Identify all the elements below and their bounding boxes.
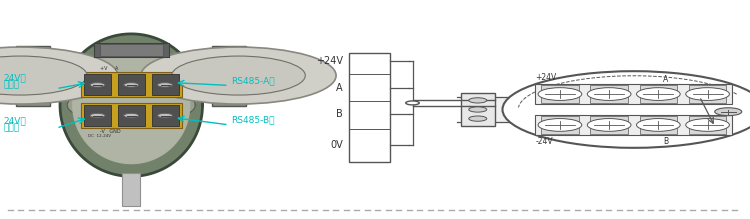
- Circle shape: [124, 113, 139, 118]
- Circle shape: [538, 88, 582, 101]
- Text: -V   GND: -V GND: [100, 129, 120, 134]
- Text: +24V: +24V: [536, 73, 556, 82]
- Circle shape: [686, 118, 730, 131]
- Text: 24V电: 24V电: [4, 73, 26, 82]
- Text: B: B: [663, 137, 668, 146]
- Circle shape: [538, 118, 582, 131]
- Circle shape: [90, 83, 105, 87]
- Bar: [94, 43, 169, 57]
- Circle shape: [469, 107, 487, 112]
- Bar: [461, 93, 495, 126]
- Bar: [688, 85, 726, 103]
- Bar: [536, 115, 732, 135]
- Polygon shape: [68, 87, 195, 124]
- Bar: [118, 74, 145, 95]
- Bar: [84, 74, 111, 95]
- Circle shape: [469, 98, 487, 103]
- Text: A: A: [663, 75, 668, 84]
- Bar: [640, 85, 677, 103]
- Circle shape: [0, 47, 118, 104]
- Circle shape: [90, 113, 105, 118]
- Text: DC  12-24V: DC 12-24V: [88, 134, 112, 138]
- Polygon shape: [73, 47, 190, 164]
- Text: -24V: -24V: [536, 137, 553, 146]
- Bar: [152, 74, 178, 95]
- Text: +V     A: +V A: [100, 66, 118, 71]
- Bar: [542, 85, 579, 103]
- Text: B: B: [336, 109, 343, 119]
- Bar: [590, 85, 628, 103]
- Bar: [688, 116, 726, 134]
- Bar: [81, 72, 182, 97]
- Text: A: A: [336, 83, 343, 93]
- Circle shape: [406, 101, 419, 105]
- Text: 24V电: 24V电: [4, 116, 26, 125]
- Text: 0V: 0V: [330, 140, 343, 150]
- Bar: [122, 173, 140, 206]
- Circle shape: [124, 83, 139, 87]
- Bar: [542, 116, 579, 134]
- Circle shape: [172, 56, 305, 95]
- Bar: [590, 116, 628, 134]
- Text: 源正极: 源正极: [4, 81, 20, 90]
- Text: 源负极: 源负极: [4, 124, 20, 132]
- Circle shape: [686, 88, 730, 101]
- Circle shape: [503, 71, 750, 148]
- Circle shape: [141, 47, 336, 104]
- Bar: [536, 84, 732, 104]
- Text: RS485-B极: RS485-B极: [231, 115, 274, 124]
- Text: RS485-A极: RS485-A极: [231, 76, 274, 85]
- Bar: [100, 44, 163, 56]
- Circle shape: [587, 118, 631, 131]
- Polygon shape: [60, 34, 202, 176]
- Bar: [84, 105, 111, 126]
- Circle shape: [637, 118, 680, 131]
- Text: +24V: +24V: [316, 56, 343, 66]
- Bar: [349, 53, 390, 162]
- Circle shape: [469, 116, 487, 121]
- Circle shape: [637, 88, 680, 101]
- Bar: [640, 116, 677, 134]
- Circle shape: [715, 108, 742, 116]
- Bar: [152, 105, 178, 126]
- Bar: [16, 46, 50, 106]
- Circle shape: [158, 113, 172, 118]
- Circle shape: [158, 83, 172, 87]
- Circle shape: [0, 56, 87, 95]
- Bar: [212, 46, 246, 106]
- Circle shape: [587, 88, 631, 101]
- Bar: [118, 105, 145, 126]
- Bar: [81, 103, 182, 128]
